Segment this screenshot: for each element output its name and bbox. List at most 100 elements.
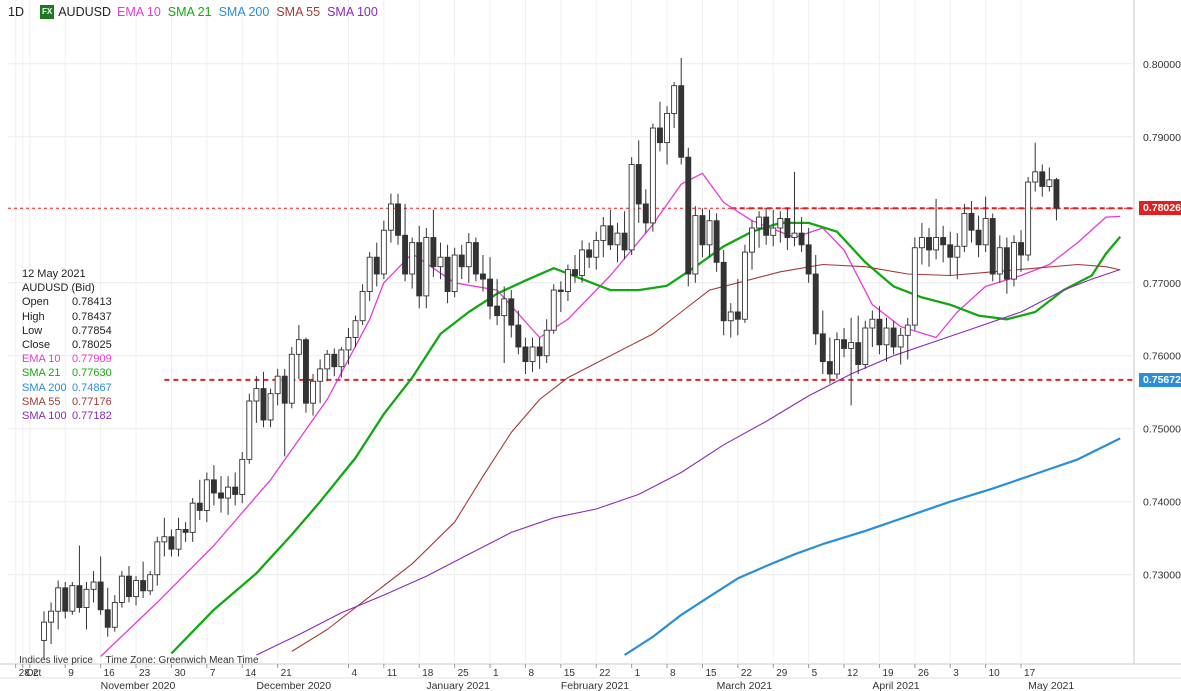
candle-body: [161, 536, 168, 543]
y-tick-label: 0.80000: [1143, 59, 1181, 71]
candle-body: [409, 242, 416, 275]
candle-body: [741, 251, 748, 320]
candle-body: [1039, 171, 1046, 187]
moving-averages: [100, 172, 1122, 657]
candle: [968, 201, 975, 243]
candle-body: [763, 216, 770, 236]
candle: [83, 582, 90, 630]
candle: [649, 123, 656, 232]
candle-body: [232, 486, 239, 495]
x-tick-label: 28: [19, 668, 31, 679]
candle-body: [239, 458, 246, 495]
candle: [444, 244, 451, 304]
candle-body: [83, 588, 90, 609]
candle: [352, 315, 359, 347]
candle-body: [756, 216, 763, 229]
candle: [904, 317, 911, 360]
candle-body: [1003, 247, 1010, 280]
candle: [472, 237, 479, 282]
candle-body: [118, 575, 125, 603]
candle: [940, 225, 947, 263]
candle: [741, 244, 748, 323]
candle-body: [494, 305, 501, 317]
x-tick-label: 26: [918, 668, 930, 679]
candle: [189, 498, 196, 542]
candle: [756, 211, 763, 248]
x-tick-label: 2: [33, 668, 39, 679]
chart-header: 1D FX AUDUSD EMA 10 SMA 21 SMA 200 SMA 5…: [8, 5, 385, 19]
ma-line-sma55: [291, 263, 1121, 652]
x-tick-label: 23: [139, 668, 151, 679]
candle-body: [628, 164, 635, 251]
x-tick-label: 14: [245, 668, 257, 679]
candle: [324, 349, 331, 382]
candle: [218, 476, 224, 513]
candle-body: [529, 346, 536, 363]
indicator-sma200[interactable]: SMA 200: [218, 5, 270, 19]
candle-body: [706, 220, 713, 246]
candle: [819, 310, 826, 374]
ma-line-sma21: [170, 221, 1122, 655]
candle-body: [515, 324, 522, 348]
candle-body: [295, 339, 302, 355]
candle-body: [989, 218, 996, 275]
candle: [232, 472, 239, 506]
candle-body: [437, 256, 444, 268]
candle-body: [260, 388, 267, 421]
candle-body: [727, 311, 734, 322]
candle: [480, 255, 486, 292]
candle: [373, 242, 380, 287]
info-value: 0.77630: [72, 367, 112, 380]
candle-body: [890, 327, 897, 348]
candle: [260, 371, 267, 428]
info-value: 0.78437: [72, 310, 112, 323]
candle: [1039, 164, 1046, 197]
indicator-ema10[interactable]: EMA 10: [117, 5, 161, 19]
indicator-sma21[interactable]: SMA 21: [167, 5, 212, 19]
candle-body: [182, 529, 189, 533]
candle: [664, 106, 670, 165]
candle-body: [600, 225, 607, 241]
indices-note: Indices live price: [19, 655, 93, 666]
candle: [501, 286, 508, 364]
candle: [409, 237, 416, 289]
candle-body: [996, 247, 1003, 275]
candle-body: [784, 218, 791, 238]
candle-body: [331, 353, 338, 368]
candle-body: [218, 492, 224, 499]
candle: [770, 209, 777, 247]
timeframe-label[interactable]: 1D: [8, 5, 24, 19]
ma-line-sma200: [624, 437, 1121, 656]
candle-body: [508, 298, 515, 326]
candle-body: [352, 320, 359, 338]
x-month-label: February 2021: [561, 680, 629, 691]
candle-body: [501, 298, 508, 317]
candle-body: [812, 273, 819, 335]
candle-body: [975, 229, 982, 246]
candle: [416, 225, 423, 309]
candle: [90, 571, 97, 603]
x-tick-label: 8: [528, 668, 534, 679]
candle-body: [444, 256, 451, 292]
indicator-sma55[interactable]: SMA 55: [276, 5, 321, 19]
candle: [536, 337, 543, 369]
candle-body: [557, 289, 564, 292]
candle: [423, 228, 430, 309]
x-tick-label: 5: [812, 668, 818, 679]
x-month-label: January 2021: [426, 680, 490, 691]
candle-body: [210, 479, 217, 494]
indicator-sma100[interactable]: SMA 100: [327, 5, 378, 19]
x-tick-label: 8: [670, 668, 676, 679]
x-tick-label: 16: [104, 668, 116, 679]
candle-body: [572, 269, 578, 276]
candle-body: [402, 234, 409, 275]
info-value: 0.77176: [72, 395, 112, 408]
candle-body: [359, 291, 366, 322]
candle: [897, 328, 904, 365]
symbol-label[interactable]: AUDUSD: [58, 5, 112, 19]
candle: [465, 233, 472, 283]
candle: [869, 310, 876, 347]
candle-body: [472, 242, 479, 275]
